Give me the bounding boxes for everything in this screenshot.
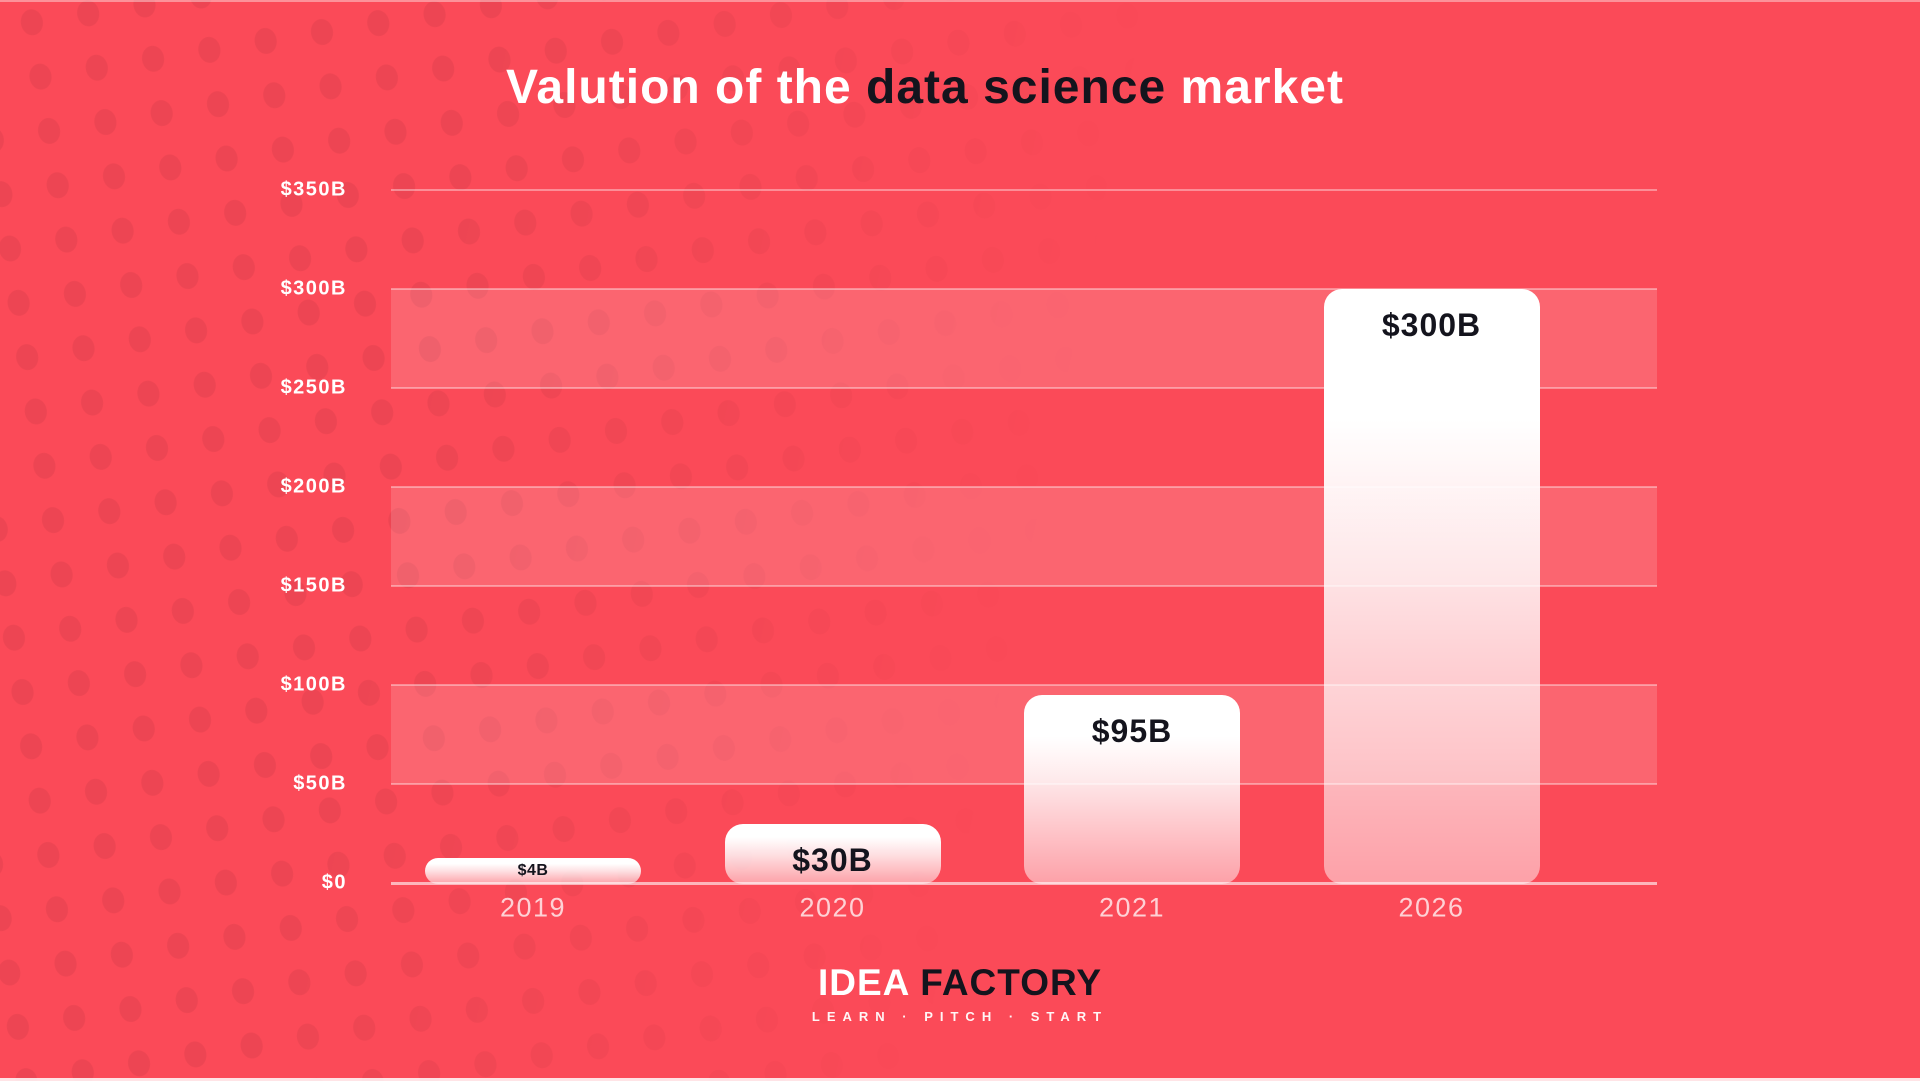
page-title: Valution of the data science market <box>0 60 1850 115</box>
x-axis-tick-label: 2026 <box>1398 892 1465 923</box>
bar-value-label: $4B <box>517 862 549 879</box>
logo-factory: FACTORY <box>920 962 1103 1003</box>
bar-2019: $4B <box>425 858 641 884</box>
gridline <box>391 387 1657 389</box>
title-prefix: Valution of the <box>506 61 867 114</box>
title-suffix: market <box>1166 61 1344 114</box>
x-axis-tick-label: 2021 <box>1098 892 1166 923</box>
x-axis-tick-label: 2020 <box>799 892 866 923</box>
bar-2021: $95B <box>1024 694 1240 884</box>
x-axis-baseline <box>391 882 1657 885</box>
y-axis-tick-label: $50B <box>293 772 347 795</box>
gridline <box>391 684 1657 686</box>
gridline <box>391 585 1657 587</box>
logo-idea: IDEA <box>817 962 909 1003</box>
gridline <box>391 486 1657 488</box>
bar-2020: $30B <box>724 823 941 884</box>
y-axis-tick-label: $0 <box>321 871 347 894</box>
bottom-edge-strip <box>0 1078 1920 1081</box>
bar-value-label: $300B <box>1381 307 1482 343</box>
top-edge-strip <box>0 0 1920 2</box>
y-axis-tick-label: $150B <box>280 574 347 597</box>
y-axis-tick-label: $300B <box>280 277 347 300</box>
bar-value-label: $95B <box>1091 712 1173 749</box>
y-axis-tick-label: $100B <box>280 673 347 696</box>
gridline <box>391 288 1657 290</box>
y-axis-tick-label: $250B <box>280 376 347 399</box>
bar-2026: $300B <box>1323 289 1540 884</box>
x-axis-tick-label: 2019 <box>499 892 567 923</box>
y-axis-tick-label: $200B <box>280 475 347 498</box>
logo-tagline: LEARN · PITCH · START <box>811 1009 1109 1024</box>
logo-space <box>909 962 920 1003</box>
y-axis-tick-label: $350B <box>280 178 347 201</box>
logo-wordmark: IDEA FACTORY <box>0 961 1920 1005</box>
gridline <box>391 189 1657 191</box>
bar-value-label: $30B <box>792 841 873 878</box>
title-highlight: data science <box>866 61 1167 114</box>
